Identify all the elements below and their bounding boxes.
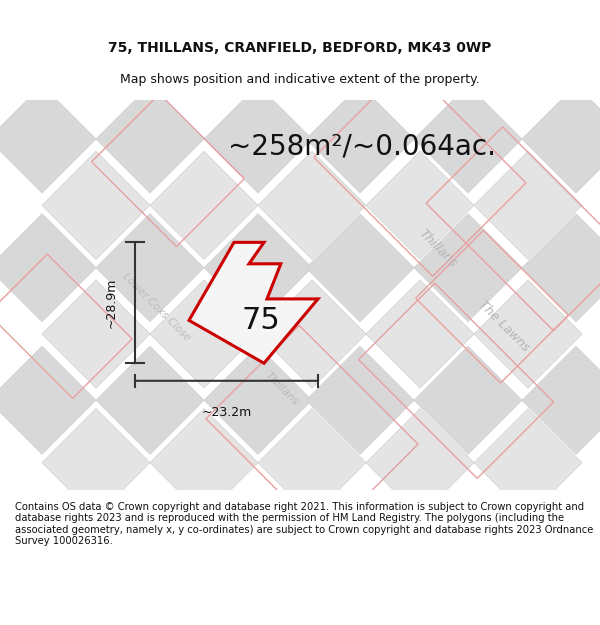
Polygon shape xyxy=(150,151,258,259)
Polygon shape xyxy=(366,151,474,259)
Polygon shape xyxy=(414,346,522,454)
Polygon shape xyxy=(306,346,414,454)
Polygon shape xyxy=(42,280,150,388)
Polygon shape xyxy=(522,214,600,322)
Polygon shape xyxy=(0,346,96,454)
Polygon shape xyxy=(306,214,414,322)
Text: ~28.9m: ~28.9m xyxy=(104,278,118,328)
Polygon shape xyxy=(306,85,414,193)
Text: ~23.2m: ~23.2m xyxy=(202,406,251,419)
Polygon shape xyxy=(0,214,96,322)
Polygon shape xyxy=(366,409,474,517)
Polygon shape xyxy=(189,242,318,363)
Polygon shape xyxy=(258,151,366,259)
Text: Thillans: Thillans xyxy=(416,227,460,270)
Polygon shape xyxy=(474,280,582,388)
Text: Lower Coxs Close: Lower Coxs Close xyxy=(120,271,192,342)
Text: ~258m²/~0.064ac.: ~258m²/~0.064ac. xyxy=(228,132,496,161)
Polygon shape xyxy=(42,409,150,517)
Polygon shape xyxy=(204,346,312,454)
Polygon shape xyxy=(204,214,312,322)
Text: The Lawns: The Lawns xyxy=(476,298,532,354)
Polygon shape xyxy=(414,85,522,193)
Polygon shape xyxy=(96,85,204,193)
Polygon shape xyxy=(0,85,96,193)
Polygon shape xyxy=(522,85,600,193)
Polygon shape xyxy=(366,280,474,388)
Text: Contains OS data © Crown copyright and database right 2021. This information is : Contains OS data © Crown copyright and d… xyxy=(15,501,593,546)
Polygon shape xyxy=(42,151,150,259)
Polygon shape xyxy=(258,409,366,517)
Polygon shape xyxy=(96,214,204,322)
Text: 75: 75 xyxy=(242,306,280,335)
Polygon shape xyxy=(474,151,582,259)
Text: Map shows position and indicative extent of the property.: Map shows position and indicative extent… xyxy=(120,72,480,86)
Polygon shape xyxy=(96,346,204,454)
Polygon shape xyxy=(258,280,366,388)
Polygon shape xyxy=(414,214,522,322)
Text: Thillans: Thillans xyxy=(263,370,301,408)
Polygon shape xyxy=(150,280,258,388)
Text: 75, THILLANS, CRANFIELD, BEDFORD, MK43 0WP: 75, THILLANS, CRANFIELD, BEDFORD, MK43 0… xyxy=(109,41,491,54)
Polygon shape xyxy=(474,409,582,517)
Polygon shape xyxy=(204,85,312,193)
Polygon shape xyxy=(150,409,258,517)
Polygon shape xyxy=(522,346,600,454)
